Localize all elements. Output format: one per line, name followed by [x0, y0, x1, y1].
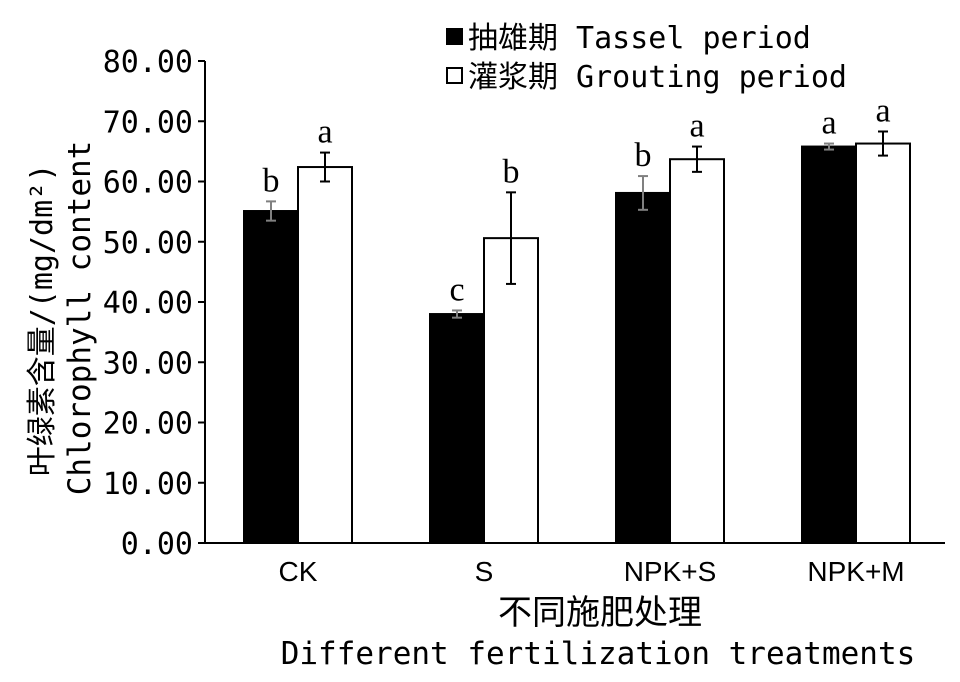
bar-series-2-npk-s	[669, 158, 725, 545]
error-bar-series-1-ck	[266, 200, 276, 222]
y-axis-ticks: 0.00 10.00 20.00 30.00 40.00 50.00 60.00 70.00 8…	[103, 45, 205, 562]
y-axis-title-line-2: Chlorophyll content	[62, 141, 98, 496]
error-bar-series-2-npk-m	[878, 130, 888, 157]
bars	[243, 142, 911, 545]
significance-letter-series-1-ck: b	[263, 162, 280, 199]
bar-series-1-s	[429, 313, 485, 544]
error-bar-series-2-s	[506, 191, 516, 285]
significance-letter-series-1-npk-m: a	[821, 105, 836, 142]
x-tick-label-ck: CK	[279, 556, 318, 587]
y-tick-label: 20.00	[103, 407, 193, 442]
error-bar-series-2-npk-s	[692, 145, 702, 173]
legend-swatch-series-1	[446, 28, 463, 45]
x-axis-title-line-1: 不同施肥处理	[498, 593, 702, 633]
x-axis-title-line-2: Different fertilization treatments	[281, 636, 916, 672]
y-tick-label: 50.00	[103, 226, 193, 261]
error-bar-series-1-npk-m	[824, 142, 834, 151]
error-bar-series-2-ck	[320, 151, 330, 183]
error-bar-series-1-s	[452, 309, 462, 319]
significance-letter-series-2-ck: a	[317, 114, 332, 151]
significance-letter-series-1-s: c	[449, 271, 464, 308]
y-tick-label: 10.00	[103, 467, 193, 502]
x-tick-label-s: S	[475, 556, 494, 587]
bar-series-1-ck	[243, 210, 299, 545]
bar-series-1-npk-m	[801, 145, 857, 544]
legend-label-series-2: 灌浆期 Grouting period	[468, 60, 847, 95]
x-tick-label-npk-m: NPK+M	[807, 556, 904, 587]
y-tick-label: 80.00	[103, 45, 193, 80]
bar-series-2-s	[483, 237, 539, 544]
significance-letter-series-2-npk-s: a	[689, 108, 704, 145]
legend: 抽雄期 Tassel period 灌浆期 Grouting period	[446, 21, 847, 95]
y-tick-label: 70.00	[103, 105, 193, 140]
y-axis-title: 叶绿素含量/(mg/dm²) Chlorophyll content	[25, 141, 98, 496]
y-tick-label: 30.00	[103, 346, 193, 381]
error-bar-series-1-npk-s	[638, 175, 648, 211]
x-axis-categories: CK S NPK+S NPK+M	[279, 556, 905, 587]
x-tick-label-npk-s: NPK+S	[624, 556, 717, 587]
bar-series-2-npk-m	[855, 142, 911, 544]
legend-swatch-series-2	[446, 67, 463, 84]
bar-series-1-npk-s	[615, 191, 671, 544]
error-bars	[266, 130, 888, 319]
x-axis-title: 不同施肥处理 Different fertilization treatment…	[281, 593, 916, 672]
bar-series-2-ck	[297, 166, 353, 544]
y-tick-label: 40.00	[103, 286, 193, 321]
y-tick-label: 60.00	[103, 166, 193, 201]
y-axis-title-line-1: 叶绿素含量/(mg/dm²)	[25, 164, 60, 477]
significance-letter-series-2-s: b	[503, 153, 520, 190]
legend-label-series-1: 抽雄期 Tassel period	[468, 21, 811, 56]
significance-letter-series-2-npk-m: a	[875, 92, 890, 129]
y-tick-label: 0.00	[121, 527, 193, 562]
significance-letter-series-1-npk-s: b	[635, 137, 652, 174]
